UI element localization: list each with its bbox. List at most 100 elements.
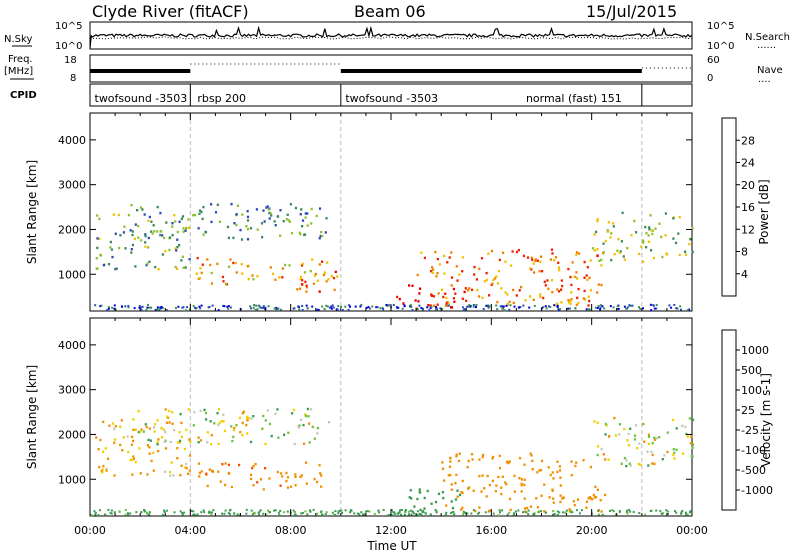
echo-cell: [114, 232, 117, 235]
echo-cell: [387, 514, 390, 516]
echo-cell: [129, 512, 132, 515]
echo-cell: [153, 426, 156, 429]
echo-cell: [320, 230, 323, 234]
echo-cell: [507, 461, 510, 465]
echo-cell: [593, 420, 596, 423]
beam-title: Beam 06: [354, 2, 426, 21]
echo-cell: [171, 411, 174, 414]
echo-cell: [174, 247, 177, 250]
echo-cell: [177, 305, 180, 308]
echo-cell: [408, 284, 411, 287]
echo-cell: [593, 233, 596, 236]
echo-cell: [127, 450, 130, 454]
echo-cell: [689, 238, 692, 241]
echo-cell: [648, 228, 651, 231]
echo-cell: [569, 275, 572, 279]
echo-cell: [227, 305, 230, 308]
echo-cell: [226, 225, 229, 229]
echo-cell: [246, 419, 249, 422]
echo-cell: [463, 290, 466, 294]
echo-cell: [497, 269, 501, 273]
echo-cell: [294, 511, 296, 514]
echo-cell: [618, 510, 621, 513]
echo-cell: [575, 509, 578, 512]
echo-cell: [533, 271, 536, 274]
echo-cell: [242, 410, 245, 413]
echo-cell: [455, 265, 458, 268]
echo-cell: [578, 252, 581, 255]
echo-cell: [171, 225, 174, 228]
echo-cell: [690, 435, 693, 439]
echo-cell: [461, 297, 464, 300]
echo-cell: [157, 450, 160, 453]
echo-cell: [137, 430, 140, 434]
echo-cell: [488, 509, 491, 512]
echo-cell: [356, 512, 359, 515]
echo-cell: [461, 491, 464, 495]
echo-cell: [239, 431, 242, 434]
echo-cell: [677, 232, 680, 235]
echo-cell: [518, 476, 521, 480]
echo-cell: [259, 509, 262, 512]
nave-right-label: Nave: [757, 65, 783, 76]
echo-cell: [178, 441, 181, 444]
echo-cell: [131, 243, 134, 247]
echo-cell: [501, 475, 504, 478]
echo-cell: [256, 275, 259, 278]
echo-cell: [368, 307, 371, 310]
echo-cell: [502, 251, 505, 254]
echo-cell: [625, 307, 628, 310]
echo-cell: [675, 511, 678, 514]
echo-cell: [217, 442, 220, 445]
echo-cell: [124, 305, 127, 308]
power-ylabel: Slant Range [km]: [25, 160, 39, 264]
echo-cell: [182, 306, 185, 309]
echo-cell: [496, 282, 499, 285]
echo-cell: [620, 462, 623, 465]
echo-cell: [477, 512, 480, 515]
echo-cell: [308, 441, 311, 444]
echo-cell: [336, 275, 339, 278]
echo-cell: [276, 215, 279, 218]
echo-cell: [94, 513, 97, 516]
noise-left-label: N.Sky: [4, 34, 32, 45]
echo-cell: [665, 252, 668, 255]
echo-cell: [312, 282, 315, 285]
echo-cell: [530, 454, 533, 457]
echo-cell: [184, 466, 187, 469]
echo-cell: [666, 450, 669, 454]
echo-cell: [633, 219, 636, 223]
echo-cell: [126, 512, 129, 515]
echo-cell: [163, 440, 166, 443]
echo-cell: [179, 439, 182, 443]
echo-cell: [310, 222, 313, 225]
echo-cell: [607, 458, 610, 461]
echo-cell: [636, 446, 639, 450]
echo-cell: [200, 210, 203, 214]
echo-cell: [559, 476, 562, 479]
echo-cell: [322, 273, 325, 277]
echo-cell: [241, 421, 244, 425]
echo-cell: [548, 496, 551, 499]
echo-cell: [97, 448, 100, 451]
echo-cell: [392, 304, 395, 306]
echo-cell: [205, 472, 208, 475]
echo-cell: [517, 306, 520, 309]
echo-cell: [193, 213, 197, 217]
echo-cell: [199, 409, 202, 412]
echo-cell: [444, 304, 447, 307]
echo-cell: [131, 233, 134, 237]
echo-cell: [431, 266, 434, 269]
echo-cell: [419, 508, 422, 512]
echo-cell: [305, 290, 308, 293]
echo-cell: [188, 438, 191, 441]
echo-cell: [145, 263, 148, 267]
echo-cell: [304, 216, 307, 219]
echo-cell: [633, 438, 637, 441]
echo-cell: [618, 433, 621, 436]
echo-cell: [501, 509, 503, 512]
echo-cell: [331, 511, 334, 514]
echo-cell: [382, 308, 385, 311]
echo-cell: [217, 408, 221, 411]
